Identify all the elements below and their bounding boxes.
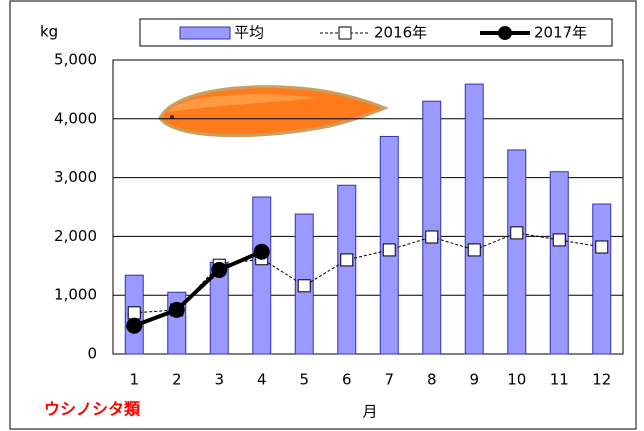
legend-marker	[498, 26, 512, 40]
marker	[467, 243, 481, 257]
line	[133, 249, 263, 328]
marker	[425, 230, 439, 244]
x-tick-label: 6	[342, 371, 352, 389]
x-axis-label: 月	[362, 403, 377, 421]
marker	[211, 261, 228, 278]
x-tick-label: 9	[469, 371, 479, 389]
y-axis-label: kg	[40, 23, 58, 41]
bar	[252, 196, 272, 355]
marker	[382, 243, 396, 257]
bar	[422, 100, 442, 355]
x-tick-label: 4	[257, 371, 267, 389]
line	[134, 232, 602, 314]
legend-label: 平均	[234, 24, 264, 42]
legend-label: 2016年	[374, 24, 427, 42]
marker	[552, 233, 566, 247]
marker	[297, 279, 311, 293]
x-tick-label: 7	[384, 371, 394, 389]
chart-frame	[9, 0, 637, 430]
bar	[549, 171, 569, 355]
y-tick-label: 5,000	[54, 51, 97, 69]
bar	[507, 149, 527, 355]
y-tick-label: 3,000	[54, 168, 97, 186]
y-tick-label: 0	[87, 345, 97, 363]
legend-swatch	[179, 26, 231, 40]
y-tick-label: 1,000	[54, 286, 97, 304]
bar	[592, 203, 612, 355]
y-tick-label: 4,000	[54, 109, 97, 127]
legend-label: 2017年	[534, 24, 587, 42]
marker	[253, 243, 270, 260]
marker	[127, 306, 141, 320]
marker	[340, 253, 354, 267]
x-tick-label: 12	[592, 371, 611, 389]
bar	[337, 184, 357, 355]
x-tick-label: 1	[129, 371, 139, 389]
fish-illustration	[158, 85, 390, 138]
plot-border	[112, 59, 624, 355]
x-tick-label: 5	[299, 371, 309, 389]
marker	[510, 226, 524, 240]
x-tick-label: 3	[214, 371, 224, 389]
x-tick-label: 2	[172, 371, 182, 389]
y-tick-label: 2,000	[54, 227, 97, 245]
chart-title: ウシノシタ類	[44, 400, 141, 419]
marker	[168, 301, 185, 318]
x-tick-label: 8	[427, 371, 437, 389]
bar	[464, 83, 484, 355]
x-tick-label: 11	[550, 371, 569, 389]
x-tick-label: 10	[507, 371, 526, 389]
legend-marker	[338, 26, 352, 40]
marker	[595, 240, 609, 254]
marker	[126, 317, 143, 334]
